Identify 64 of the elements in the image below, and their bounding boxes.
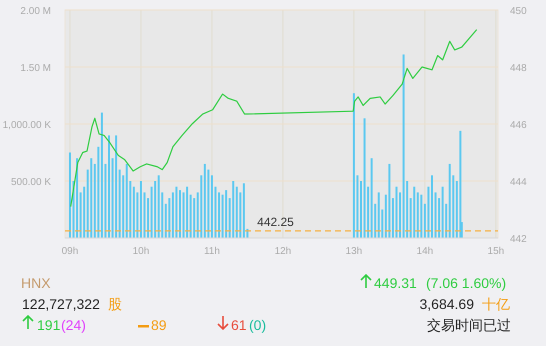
bar	[158, 175, 160, 238]
bar	[442, 186, 444, 238]
bar	[430, 175, 433, 238]
text: 89	[151, 317, 167, 333]
bar	[108, 135, 110, 238]
bar	[420, 194, 422, 238]
bar	[388, 164, 390, 238]
bar	[126, 164, 128, 238]
y-tick-label: 1,000.00 K	[2, 120, 52, 131]
bar	[100, 112, 103, 238]
y2-tick-label: 444	[510, 177, 528, 188]
text: (7.06 1.60%)	[426, 275, 506, 291]
x-tick-label: 15h	[488, 246, 504, 257]
ref-line-label: 442.25	[257, 214, 294, 229]
bar	[186, 186, 188, 238]
y2-tick-label: 442	[510, 234, 528, 245]
bar	[378, 192, 380, 238]
bar	[90, 158, 92, 238]
bar	[68, 152, 71, 238]
text: 3,684.69	[420, 296, 474, 312]
bar	[232, 181, 234, 238]
line-series	[70, 29, 478, 208]
bar	[459, 130, 462, 238]
bar	[236, 186, 238, 238]
y-tick-label: 1.50 M	[20, 63, 51, 74]
x-tick-label: 10h	[132, 246, 150, 257]
bar	[204, 164, 206, 238]
x-tick-label: 11h	[204, 246, 220, 257]
y-tick-label: 2.00 M	[20, 6, 51, 17]
text: 股	[108, 296, 122, 312]
bar	[196, 192, 199, 238]
text: 449.31	[374, 275, 418, 291]
bar	[352, 93, 355, 238]
y2-tick-label: 446	[510, 120, 528, 131]
y-tick-label: 500.00 K	[10, 177, 52, 188]
bar	[115, 135, 118, 238]
text: 交易时间已过	[427, 317, 511, 333]
x-tick-label: 13h	[346, 246, 362, 257]
x-tick-label: 14h	[416, 246, 434, 257]
text: 61	[231, 317, 247, 333]
x-tick-label: 09h	[62, 246, 78, 257]
bar	[370, 158, 373, 238]
bar	[395, 186, 398, 238]
bar	[416, 192, 419, 238]
text: 十亿	[482, 296, 510, 312]
text: (24)	[61, 317, 86, 333]
y2-tick-label: 448	[510, 63, 528, 74]
bar	[225, 190, 228, 238]
bar	[178, 190, 181, 238]
bar	[364, 118, 366, 238]
bar	[448, 164, 451, 238]
bar	[413, 186, 416, 238]
bar	[402, 54, 405, 238]
bar	[452, 175, 454, 238]
y2-tick-label: 450	[510, 6, 528, 17]
text: 122,727,322	[22, 296, 100, 312]
text: HNX	[21, 275, 52, 291]
bar	[175, 186, 178, 238]
text: 191	[37, 317, 61, 333]
text: (0)	[249, 317, 266, 333]
bar	[140, 181, 142, 238]
bar	[86, 170, 89, 238]
bar	[242, 183, 245, 238]
x-tick-label: 12h	[274, 246, 292, 257]
